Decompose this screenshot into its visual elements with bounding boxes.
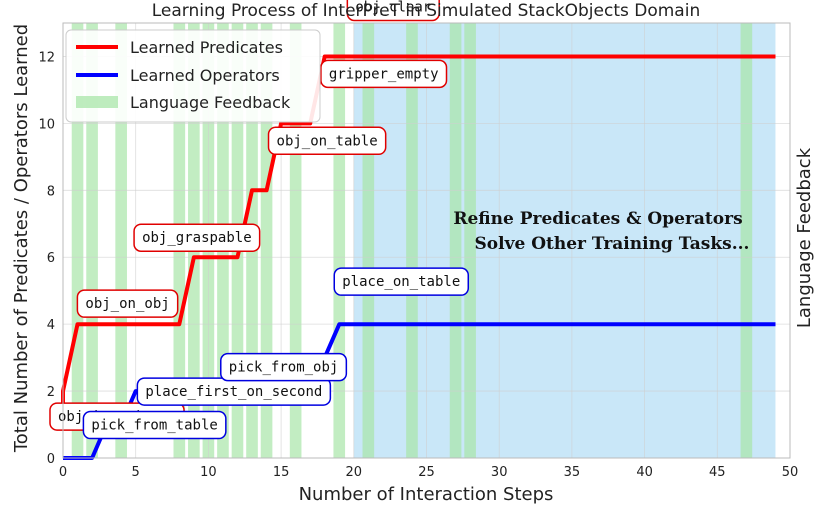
refine-region-layer: [353, 23, 776, 458]
y-tick-label: 6: [47, 251, 55, 266]
x-tick-label: 40: [636, 465, 653, 480]
y-axis-label: Total Number of Predicates / Operators L…: [11, 24, 32, 453]
feedback-bar: [260, 23, 273, 458]
feedback-bar: [740, 23, 753, 458]
predicate-annotation-text: obj_graspable: [142, 230, 252, 246]
feedback-bar: [464, 23, 476, 458]
annotations-layer: obj_in_gripperobj_on_objobj_graspableobj…: [49, 0, 470, 440]
operator-annotation: place_first_on_second: [136, 377, 332, 406]
predicate-annotation-box: [133, 223, 261, 252]
operator-annotation-text: pick_from_obj: [229, 360, 339, 376]
x-tick-label: 50: [782, 465, 799, 480]
predicate-annotation-text: obj_clear: [355, 0, 431, 15]
operator-annotation-text: pick_from_table: [91, 418, 217, 434]
y-tick-label: 4: [47, 318, 55, 333]
y-tick-label: 8: [47, 184, 55, 199]
x-tick-label: 35: [564, 465, 581, 480]
predicate-annotation: obj_on_obj: [76, 289, 179, 318]
y-tick-label: 10: [38, 117, 55, 132]
notes-layer: Refine Predicates & Operators Solve Othe…: [453, 209, 749, 254]
predicate-annotation-box: [346, 0, 440, 22]
plot-frame: [62, 22, 791, 459]
x-tick-label: 30: [491, 465, 508, 480]
operator-annotation-box: [333, 267, 470, 296]
predicate-annotation: gripper_empty: [320, 59, 448, 89]
legend: Learned Predicates Learned Operators Lan…: [65, 29, 321, 123]
x-tick-label: 10: [200, 465, 217, 480]
predicate-annotation-box: [320, 59, 448, 89]
refine-region: [353, 23, 776, 458]
operator-annotation-text: place_first_on_second: [145, 384, 322, 400]
predicate-annotation: obj_on_table: [267, 126, 387, 156]
legend-operators-label: Learned Operators: [130, 66, 280, 85]
predicate-annotation: obj_graspable: [133, 223, 261, 252]
chart-title: Learning Process of InterPreT in Simulat…: [152, 1, 700, 21]
operator-annotation-box: [220, 352, 348, 382]
right-axis-label: Language Feedback: [794, 147, 815, 328]
operator-annotation-box: [82, 410, 227, 440]
feedback-bar: [362, 23, 375, 458]
x-tick-label: 0: [59, 465, 67, 480]
feedback-bar: [289, 23, 302, 458]
predicate-annotation-box: [267, 126, 387, 156]
x-tick-label: 5: [132, 465, 140, 480]
x-axis-label: Number of Interaction Steps: [299, 484, 554, 505]
x-tick-label: 20: [346, 465, 363, 480]
predicate-annotation-box: [76, 289, 179, 318]
feedback-bar: [333, 23, 346, 458]
y-tick-label: 0: [47, 452, 55, 467]
x-tick-label: 25: [418, 465, 435, 480]
feedback-bar: [449, 23, 462, 458]
y-tick-label: 2: [47, 385, 55, 400]
feedback-bar: [115, 23, 127, 458]
refine-note: Refine Predicates & Operators: [453, 209, 742, 229]
solve-note: Solve Other Training Tasks...: [475, 234, 750, 254]
legend-feedback-swatch: [76, 96, 118, 108]
operator-annotation: pick_from_obj: [220, 352, 348, 382]
operator-annotation: pick_from_table: [82, 410, 227, 440]
operator-annotation: place_on_table: [333, 267, 470, 296]
predicate-annotation-text: obj_on_obj: [85, 296, 169, 312]
feedback-bar: [71, 23, 84, 458]
feedback-bar: [86, 23, 98, 458]
x-tick-label: 45: [709, 465, 726, 480]
predicate-annotation-text: gripper_empty: [329, 66, 439, 82]
y-tick-label: 12: [38, 50, 55, 65]
legend-feedback-label: Language Feedback: [130, 93, 291, 112]
predicate-annotation: obj_clear: [346, 0, 440, 22]
x-tick-label: 15: [273, 465, 290, 480]
axes-layer: 0 5 10 15 20 25 30 35 40 45 50 0 2 4 6 8 10 12: [38, 22, 799, 480]
operator-annotation-text: place_on_table: [342, 274, 460, 290]
legend-predicates-label: Learned Predicates: [130, 38, 283, 57]
predicate-annotation-text: obj_on_table: [277, 133, 378, 149]
feedback-bar: [406, 23, 418, 458]
